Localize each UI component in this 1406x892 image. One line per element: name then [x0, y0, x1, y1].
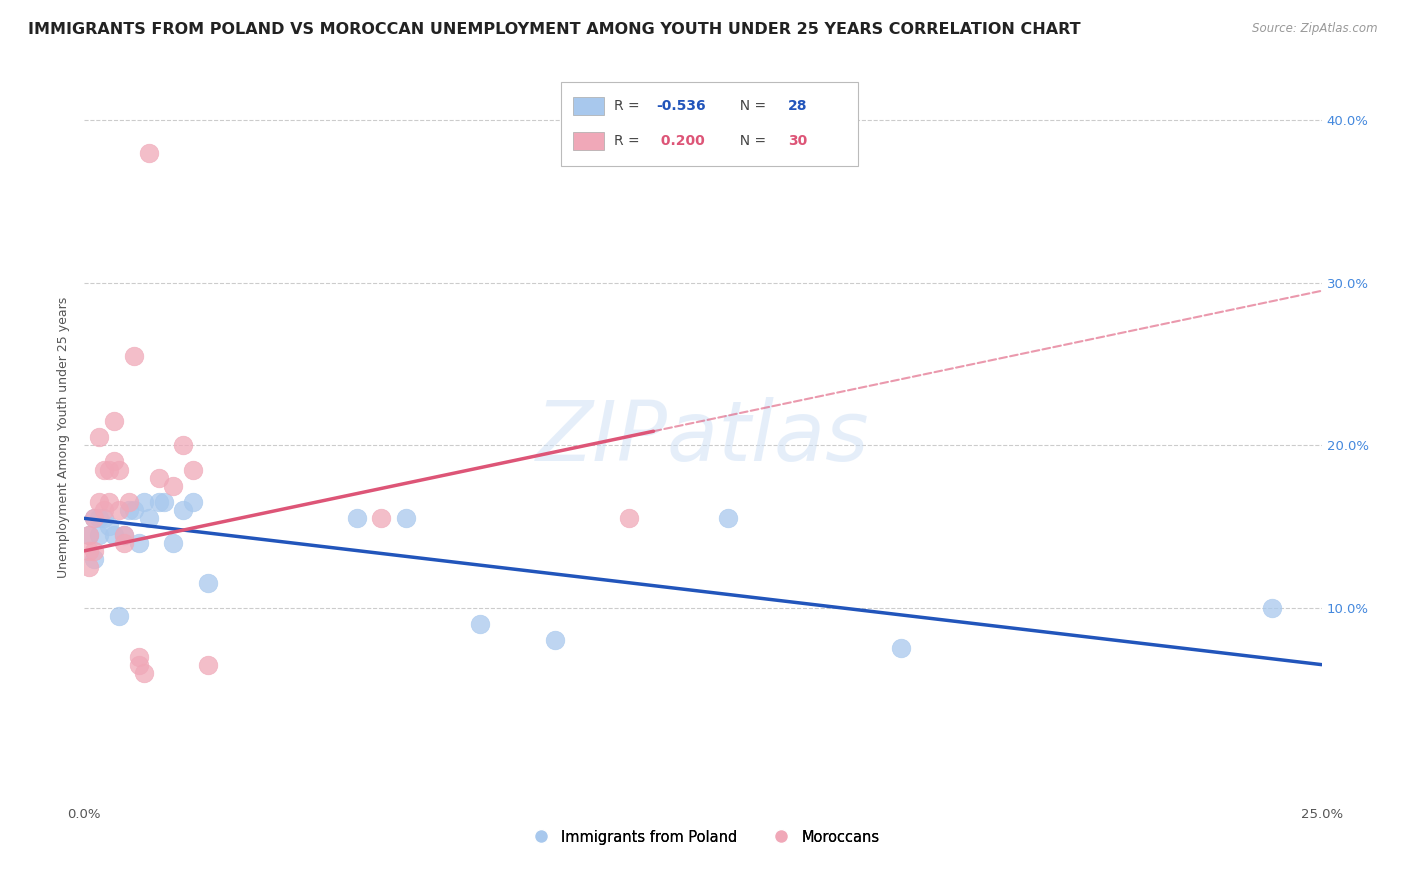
Point [79, 560, 101, 574]
Text: N =: N = [731, 99, 770, 112]
Text: 30: 30 [789, 134, 807, 148]
Point [172, 503, 194, 517]
Text: R =: R = [614, 99, 644, 112]
Point [103, 527, 125, 541]
Point [93, 503, 115, 517]
Point [172, 438, 194, 452]
Point [98, 519, 121, 533]
Point [128, 649, 150, 664]
Point [128, 657, 150, 672]
Y-axis label: Unemployment Among Youth under 25 years: Unemployment Among Youth under 25 years [58, 296, 70, 578]
FancyBboxPatch shape [574, 96, 605, 115]
Point [890, 641, 912, 656]
Point [98, 462, 121, 476]
Point [346, 511, 368, 525]
Point [108, 462, 131, 476]
Point [89, 511, 111, 525]
Point [148, 471, 170, 485]
Point [103, 414, 125, 428]
Point [162, 535, 184, 549]
Point [112, 535, 135, 549]
Point [617, 511, 640, 525]
Text: ZIPatlas: ZIPatlas [536, 397, 870, 477]
Point [181, 462, 204, 476]
Text: R =: R = [614, 134, 644, 148]
Point [98, 495, 121, 509]
Point [197, 576, 219, 591]
FancyBboxPatch shape [574, 132, 605, 150]
Point [93, 511, 115, 525]
Point [93, 462, 115, 476]
Text: Source: ZipAtlas.com: Source: ZipAtlas.com [1253, 22, 1378, 36]
Point [89, 527, 111, 541]
Point [138, 511, 160, 525]
Point [717, 511, 740, 525]
Point [148, 495, 170, 509]
Point [79, 527, 101, 541]
Point [470, 617, 492, 632]
Point [89, 430, 111, 444]
Point [543, 633, 565, 648]
Point [152, 495, 174, 509]
Point [118, 495, 141, 509]
Text: N =: N = [731, 134, 770, 148]
Point [1261, 600, 1284, 615]
Point [197, 657, 219, 672]
Point [83, 544, 105, 558]
Point [122, 349, 145, 363]
Point [162, 479, 184, 493]
Text: -0.536: -0.536 [657, 99, 706, 112]
Point [132, 495, 155, 509]
Point [128, 535, 150, 549]
Text: 0.200: 0.200 [657, 134, 704, 148]
Point [112, 527, 135, 541]
Point [79, 544, 101, 558]
Text: 28: 28 [789, 99, 808, 112]
Point [83, 511, 105, 525]
Point [132, 665, 155, 680]
Point [138, 145, 160, 160]
Point [103, 454, 125, 468]
Point [79, 527, 101, 541]
Point [122, 503, 145, 517]
Point [83, 511, 105, 525]
FancyBboxPatch shape [561, 82, 858, 167]
Point [89, 495, 111, 509]
Point [181, 495, 204, 509]
Point [370, 511, 392, 525]
Point [108, 608, 131, 623]
Point [395, 511, 418, 525]
Point [108, 503, 131, 517]
Point [118, 503, 141, 517]
Point [83, 552, 105, 566]
Legend: Immigrants from Poland, Moroccans: Immigrants from Poland, Moroccans [520, 823, 886, 850]
Point [112, 527, 135, 541]
Text: IMMIGRANTS FROM POLAND VS MOROCCAN UNEMPLOYMENT AMONG YOUTH UNDER 25 YEARS CORRE: IMMIGRANTS FROM POLAND VS MOROCCAN UNEMP… [28, 22, 1081, 37]
